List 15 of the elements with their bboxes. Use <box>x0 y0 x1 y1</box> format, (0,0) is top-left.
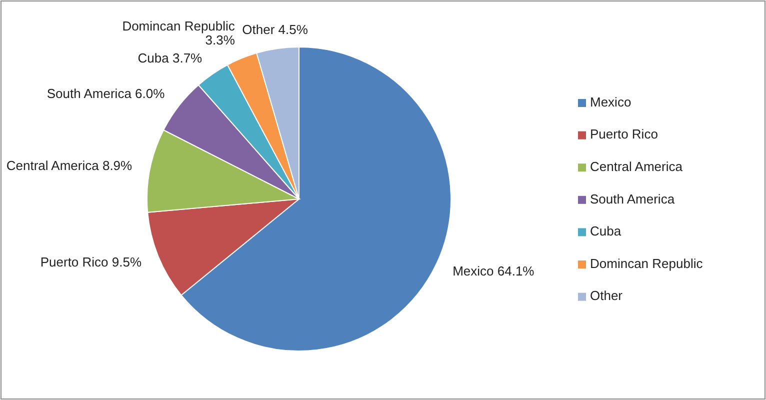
legend-label: Mexico <box>590 94 632 110</box>
category-label: Other 4.5% <box>242 22 308 38</box>
legend-label: South America <box>590 191 676 206</box>
category-label: Central America 8.9% <box>6 158 132 174</box>
legend-label: Central America <box>590 159 684 174</box>
category-label: Cuba 3.7% <box>138 50 202 66</box>
legend-label: Cuba <box>590 224 622 239</box>
legend-label: Domincan Republic <box>590 256 704 271</box>
legend-label: Other <box>590 288 624 304</box>
category-label: Mexico 64.1% <box>452 263 534 278</box>
slice-label: Domincan Republic <box>122 18 236 34</box>
legend-label: Puerto Rico <box>590 126 658 142</box>
data-label: 3.3% <box>205 32 236 48</box>
category-label: Puerto Rico 9.5% <box>40 254 142 270</box>
category-label: South America 6.0% <box>46 86 165 102</box>
